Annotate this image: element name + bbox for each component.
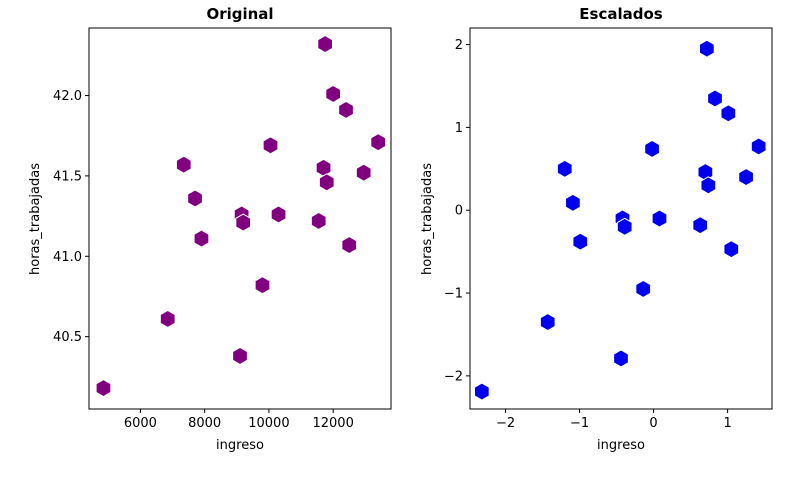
scatter-point (355, 163, 372, 182)
scatter-points (473, 39, 767, 401)
x-axis-label: ingreso (216, 438, 264, 453)
scatter-point (95, 379, 112, 398)
scatter-point (723, 240, 740, 259)
scatter-point (644, 139, 660, 159)
scatter-points (95, 35, 387, 398)
scatter-point (738, 168, 754, 187)
scatter-point (315, 158, 332, 177)
scatter-point (317, 35, 333, 54)
scatter-point (318, 173, 335, 192)
scatter-point (539, 312, 556, 332)
chart-title: Escalados (579, 5, 662, 23)
scatter-point (325, 84, 342, 103)
x-tick-label: 0 (649, 416, 657, 431)
scatter-point (338, 100, 354, 120)
x-tick-label: 10000 (248, 416, 289, 431)
y-tick-label: 41.5 (53, 169, 82, 184)
y-tick-label: 41.0 (53, 250, 82, 265)
y-tick-label: 1 (455, 121, 463, 136)
panel-escalados: Escalados −2 −1 0 1 −2 −1 0 1 2 ingreso horas_tr… (420, 5, 773, 453)
x-tick-label: −2 (496, 416, 515, 431)
y-tick-label: 0 (455, 204, 463, 219)
axis-ticks: 6000 8000 10000 12000 40.5 41.0 41.5 42.0 (53, 89, 354, 431)
x-tick-label: −1 (570, 416, 589, 431)
scatter-point (651, 209, 668, 228)
y-tick-label: 42.0 (53, 89, 82, 104)
y-tick-label: −2 (444, 369, 463, 384)
x-tick-label: 12000 (312, 416, 353, 431)
x-axis-label: ingreso (597, 438, 645, 453)
scatter-point (556, 159, 573, 178)
axis-ticks: −2 −1 0 1 −2 −1 0 1 2 (444, 38, 732, 431)
scatter-point (700, 176, 717, 195)
plot-frame (469, 27, 773, 410)
y-axis-label: horas_trabajadas (420, 163, 435, 275)
y-tick-label: −1 (444, 287, 463, 302)
scatter-point (270, 205, 287, 224)
scatter-point (341, 235, 358, 255)
scatter-point (235, 213, 252, 232)
scatter-point (159, 309, 176, 329)
scatter-point (720, 104, 737, 123)
scatter-point (175, 155, 192, 174)
scatter-point (750, 137, 767, 156)
scatter-point (187, 189, 203, 208)
scatter-point (707, 89, 723, 108)
scatter-point (370, 133, 387, 152)
scatter-point (616, 217, 633, 236)
scatter-point (572, 232, 589, 251)
scatter-point (692, 216, 709, 235)
scatter-point (262, 136, 279, 155)
scatter-point (699, 39, 715, 58)
plot-frame (88, 27, 392, 410)
y-axis-label: horas_trabajadas (28, 163, 43, 275)
scatter-point (310, 211, 327, 230)
chart-title: Original (206, 5, 273, 23)
scatter-point (254, 276, 271, 295)
panel-original: Original 6000 8000 10000 12000 40.5 41.0 41.5 4… (28, 5, 392, 453)
y-tick-label: 2 (455, 38, 463, 53)
scatter-point (193, 229, 210, 248)
scatter-point (635, 279, 652, 298)
x-tick-label: 6000 (124, 416, 157, 431)
scatter-point (613, 349, 629, 368)
y-tick-label: 40.5 (53, 330, 82, 345)
scatter-point (232, 346, 248, 366)
x-tick-label: 8000 (188, 416, 221, 431)
scatter-point (565, 193, 581, 212)
x-tick-label: 1 (723, 416, 731, 431)
scatter-point (473, 382, 490, 401)
